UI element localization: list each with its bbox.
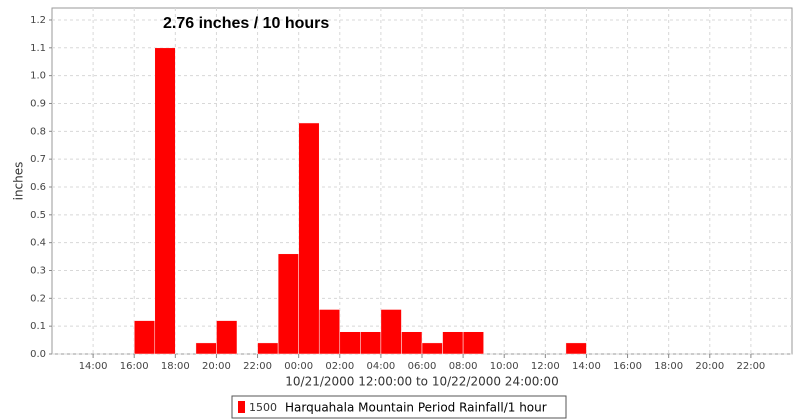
x-tick-label: 08:00 — [449, 361, 478, 372]
y-tick-label: 1.2 — [30, 15, 46, 26]
bar — [401, 331, 423, 355]
y-tick-label: 0.3 — [30, 265, 46, 276]
y-tick-label: 0.9 — [30, 98, 46, 109]
y-tick-label: 0.6 — [30, 182, 46, 193]
bar — [462, 331, 484, 355]
bar — [360, 331, 382, 355]
bar — [318, 309, 341, 355]
bar — [257, 342, 279, 355]
y-tick-label: 0.4 — [30, 238, 46, 249]
y-tick-label: 1.0 — [30, 71, 46, 82]
y-tick-label: 0.7 — [30, 154, 46, 165]
x-tick-label: 10:00 — [490, 361, 519, 372]
x-tick-label: 20:00 — [695, 361, 724, 372]
annotation: 2.76 inches / 10 hours — [163, 15, 329, 32]
y-tick-label: 0.1 — [30, 321, 46, 332]
x-tick-label: 00:00 — [284, 361, 313, 372]
y-tick-label: 1.1 — [30, 43, 46, 54]
x-tick-label: 16:00 — [613, 361, 642, 372]
bar — [195, 342, 217, 355]
y-axis-title: inches — [12, 162, 26, 201]
legend-id: 1500 — [249, 401, 277, 414]
x-tick-label: 22:00 — [243, 361, 272, 372]
bar — [298, 122, 320, 355]
bar — [154, 47, 176, 355]
y-tick-label: 0.2 — [30, 293, 46, 304]
x-tick-label: 18:00 — [654, 361, 683, 372]
legend-label: Harquahala Mountain Period Rainfall/1 ho… — [285, 401, 547, 415]
x-tick-label: 12:00 — [531, 361, 560, 372]
x-tick-label: 04:00 — [366, 361, 395, 372]
bar — [216, 320, 238, 355]
bar — [565, 342, 587, 355]
bar — [380, 309, 402, 355]
x-tick-label: 18:00 — [161, 361, 190, 372]
y-tick-label: 0.0 — [30, 349, 46, 360]
y-tick-label: 0.5 — [30, 210, 46, 221]
x-tick-label: 22:00 — [736, 361, 765, 372]
x-tick-label: 14:00 — [572, 361, 601, 372]
x-axis-title: 10/21/2000 12:00:00 to 10/22/2000 24:00:… — [285, 375, 558, 389]
bar — [421, 342, 443, 355]
bar — [133, 320, 156, 355]
x-tick-label: 14:00 — [79, 361, 108, 372]
bar — [277, 253, 299, 355]
x-tick-label: 02:00 — [325, 361, 354, 372]
bar — [442, 331, 464, 355]
x-tick-label: 20:00 — [202, 361, 231, 372]
legend-swatch — [238, 401, 245, 413]
y-tick-label: 0.8 — [30, 126, 46, 137]
bar — [339, 331, 361, 355]
legend — [231, 395, 567, 419]
x-tick-label: 16:00 — [120, 361, 149, 372]
x-tick-label: 06:00 — [408, 361, 437, 372]
